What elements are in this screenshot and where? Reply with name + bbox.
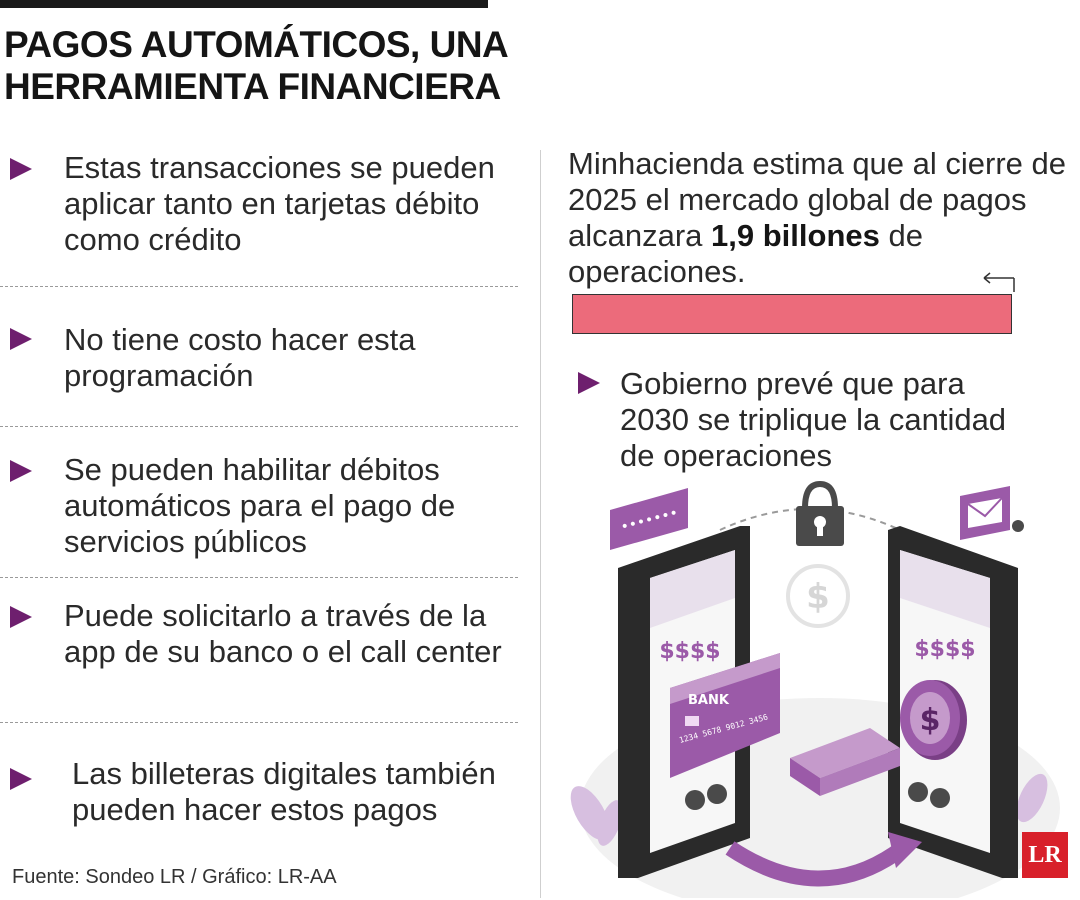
divider [0,426,518,427]
page-title: PAGOS AUTOMÁTICOS, UNA HERRAMIENTA FINAN… [4,24,507,107]
estimate-text-before: Minhacienda estima que al cierre de 2025… [568,146,1066,253]
arrow-left-icon [983,272,1015,292]
bullet-text: Estas transacciones se pueden aplicar ta… [64,150,495,257]
source-note: Fuente: Sondeo LR / Gráfico: LR-AA [12,866,337,888]
card-brand: BANK [688,693,730,708]
triangle-bullet-icon [10,328,32,350]
bullet-text: Puede solicitarlo a través de la app de … [64,598,502,669]
bullet-text: Las billeteras digitales también pueden … [72,756,496,827]
divider [0,722,518,723]
lr-logo: LR [1022,832,1068,878]
estimate-highlight: 1,9 billones [711,218,880,253]
lock-icon [796,480,844,546]
divider [0,577,518,578]
money-stack-icon [790,728,900,796]
bullet-text: No tiene costo hacer esta programación [64,322,416,393]
triangle-bullet-icon [578,372,600,394]
coin-symbol: $ [920,703,941,738]
triangle-bullet-icon [10,606,32,628]
triangle-bullet-icon [10,460,32,482]
price-label-left: $$$$ [659,639,720,664]
government-forecast-text: Gobierno prevé que para 2030 se tripliqu… [620,366,1007,473]
password-bubble-icon: ••••••• [610,488,688,550]
top-rule [0,0,488,8]
price-label-right: $$$$ [914,637,975,662]
payment-illustration: $ $$$$ BANK 1234 5678 9012 3456 ••••••• … [570,480,1060,898]
column-divider [540,150,541,898]
operations-bar-fill [573,295,1011,333]
estimate-text-after: de operaciones. [568,218,923,289]
dollar-coin-icon: $ [900,680,967,760]
divider [0,286,518,287]
triangle-bullet-icon [10,768,32,790]
svg-text:$: $ [806,577,830,617]
bullet-text: Se pueden habilitar débitos automáticos … [64,452,456,559]
message-bubble-icon [960,486,1024,540]
market-estimate-text: Minhacienda estima que al cierre de 2025… [568,146,1068,290]
triangle-bullet-icon [10,158,32,180]
operations-bar [572,294,1012,334]
